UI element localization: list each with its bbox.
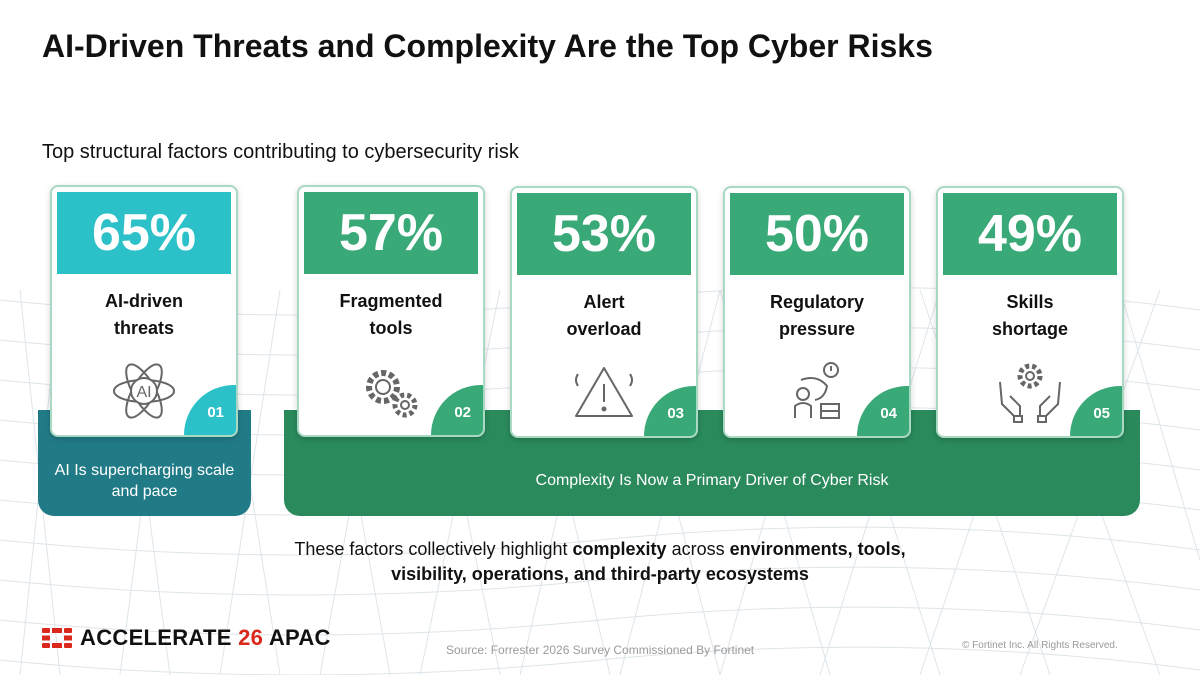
card-percent: 57% — [304, 192, 478, 274]
logo-number: 26 — [238, 625, 264, 650]
warning-icon — [575, 367, 633, 417]
card-label: Regulatory pressure — [725, 289, 909, 343]
card-number: 01 — [184, 385, 236, 435]
card-regulatory-pressure: 50% Regulatory pressure 04 — [723, 186, 911, 438]
card-label-line2: pressure — [778, 319, 856, 339]
card-label-line1: Alert — [583, 292, 625, 312]
copyright-text: © Fortinet Inc. All Rights Reserved. — [962, 640, 1118, 651]
card-label: AI-driven threats — [52, 288, 236, 342]
card-label-line2: tools — [369, 318, 413, 338]
fortinet-logo-icon — [42, 628, 72, 648]
card-label-line1: Regulatory — [769, 292, 865, 312]
card-label-line2: threats — [113, 318, 175, 338]
accelerate-logo: ACCELERATE 26 APAC — [42, 625, 331, 651]
hands-gear-icon — [999, 363, 1061, 423]
summary-text: These factors collectively highlight com… — [200, 537, 1000, 587]
card-percent: 53% — [517, 193, 691, 275]
card-label-line1: AI-driven — [104, 291, 183, 311]
card-number: 05 — [1070, 386, 1122, 436]
card-skills-shortage: 49% Skills shortage 05 — [936, 186, 1124, 438]
summary-line2: visibility, operations, and third-party … — [200, 562, 1000, 587]
card-number: 04 — [857, 386, 909, 436]
source-text: Source: Forrester 2026 Survey Commission… — [446, 643, 755, 657]
card-label-line1: Fragmented — [339, 291, 443, 311]
logo-region: APAC — [268, 625, 331, 650]
card-percent: 65% — [57, 192, 231, 274]
card-percent: 50% — [730, 193, 904, 275]
card-label: Skills shortage — [938, 289, 1122, 343]
logo-text: ACCELERATE 26 APAC — [80, 625, 331, 651]
card-number: 02 — [431, 385, 483, 435]
summary-line1: These factors collectively highlight com… — [200, 537, 1000, 562]
card-label-line2: shortage — [991, 319, 1069, 339]
complexity-banner-text: Complexity Is Now a Primary Driver of Cy… — [535, 472, 889, 489]
summary-part1: These factors collectively highlight — [294, 539, 573, 559]
stressed-person-icon — [794, 362, 840, 419]
summary-part2: across — [666, 539, 730, 559]
card-label-line2: overload — [566, 319, 642, 339]
card-percent: 49% — [943, 193, 1117, 275]
svg-text:AI: AI — [136, 384, 151, 401]
page-title: AI-Driven Threats and Complexity Are the… — [42, 28, 933, 64]
card-ai-driven-threats: 65% AI-driven threats AI 01 — [50, 185, 238, 437]
card-fragmented-tools: 57% Fragmented tools 02 — [297, 185, 485, 437]
ai-chip-icon: AI — [113, 363, 175, 419]
card-label: Alert overload — [512, 289, 696, 343]
summary-bold1: complexity — [572, 539, 667, 559]
card-number: 03 — [644, 386, 696, 436]
page-subtitle: Top structural factors contributing to c… — [42, 141, 519, 163]
card-label: Fragmented tools — [299, 288, 483, 342]
card-alert-overload: 53% Alert overload 03 — [510, 186, 698, 438]
gears-icon — [366, 370, 418, 418]
logo-word: ACCELERATE — [80, 625, 232, 650]
summary-bold2: environments, tools, — [729, 539, 906, 559]
summary-bold3: visibility, operations, and third-party … — [391, 564, 809, 584]
card-label-line1: Skills — [1006, 292, 1054, 312]
ai-banner-text: AI Is supercharging scale and pace — [54, 462, 235, 500]
